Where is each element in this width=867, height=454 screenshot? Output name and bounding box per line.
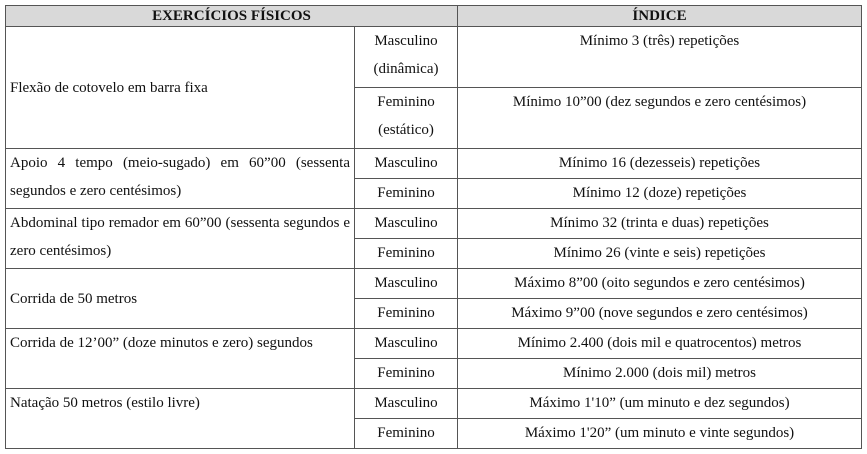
table-row: Feminino Máximo 1'20” (um minuto e vinte … xyxy=(6,418,862,449)
gender-cell: Masculino xyxy=(354,328,458,359)
index-cell: Mínimo 3 (três) repetições xyxy=(457,26,862,88)
exercise-cell: Corrida de 12’00” (doze minutos e zero) … xyxy=(5,328,355,389)
gender-cell: Feminino xyxy=(354,418,458,449)
gender-cell: Feminino (estático) xyxy=(354,87,458,149)
gender-cell: Masculino (dinâmica) xyxy=(354,26,458,88)
header-cell: ÍNDICE xyxy=(457,5,862,27)
gender-cell: Feminino xyxy=(354,298,458,329)
index-cell: Máximo 9”00 (nove segundos e zero centés… xyxy=(457,298,862,329)
exercise-cell: Abdominal tipo remador em 60”00 (sessent… xyxy=(5,208,355,269)
table-row: Corrida de 12’00” (doze minutos e zero) … xyxy=(5,328,862,389)
header-cell: EXERCÍCIOS FÍSICOS xyxy=(5,5,458,27)
index-cell: Mínimo 26 (vinte e seis) repetições xyxy=(457,238,862,269)
index-cell: Máximo 1'20” (um minuto e vinte segundos… xyxy=(457,418,862,449)
exercise-cell: Apoio 4 tempo (meio-sugado) em 60”00 (se… xyxy=(5,148,355,209)
exercise-cell: Natação 50 metros (estilo livre) xyxy=(5,388,355,449)
table-row: Feminino Máximo 9”00 (nove segundos e zer… xyxy=(6,298,862,329)
fitness-table: EXERCÍCIOS FÍSICOS ÍNDICE Flexão de coto… xyxy=(5,5,862,449)
table-row: Abdominal tipo remador em 60”00 (sessent… xyxy=(5,208,862,269)
index-cell: Mínimo 32 (trinta e duas) repetições xyxy=(457,208,862,239)
exercise-cell: Corrida de 50 metros xyxy=(5,268,355,329)
index-cell: Máximo 1'10” (um minuto e dez segundos) xyxy=(457,388,862,419)
table-row: Natação 50 metros (estilo livre) Masculin… xyxy=(5,388,862,449)
table-row: Apoio 4 tempo (meio-sugado) em 60”00 (se… xyxy=(5,148,862,209)
index-cell: Mínimo 12 (doze) repetições xyxy=(457,178,862,209)
table-row: Feminino (estático) Mínimo 10”00 (dez seg… xyxy=(6,87,862,149)
index-cell: Mínimo 2.000 (dois mil) metros xyxy=(457,358,862,389)
index-cell: Máximo 8”00 (oito segundos e zero centés… xyxy=(457,268,862,299)
index-cell: Mínimo 10”00 (dez segundos e zero centés… xyxy=(457,87,862,149)
table-row: Flexão de cotovelo em barra fixa Masculin… xyxy=(5,26,862,149)
gender-cell: Feminino xyxy=(354,238,458,269)
index-cell: Mínimo 2.400 (dois mil e quatrocentos) m… xyxy=(457,328,862,359)
gender-cell: Masculino xyxy=(354,148,458,179)
exercise-cell: Flexão de cotovelo em barra fixa xyxy=(5,26,355,149)
index-cell: Mínimo 16 (dezesseis) repetições xyxy=(457,148,862,179)
table-row: Feminino Mínimo 12 (doze) repetições xyxy=(6,178,862,209)
table-row: Corrida de 50 metros Masculino Máximo 8”00… xyxy=(5,268,862,329)
header-row: EXERCÍCIOS FÍSICOS ÍNDICE xyxy=(5,5,862,27)
gender-cell: Feminino xyxy=(354,358,458,389)
gender-cell: Masculino xyxy=(354,268,458,299)
gender-cell: Masculino xyxy=(354,388,458,419)
gender-cell: Feminino xyxy=(354,178,458,209)
gender-cell: Masculino xyxy=(354,208,458,239)
